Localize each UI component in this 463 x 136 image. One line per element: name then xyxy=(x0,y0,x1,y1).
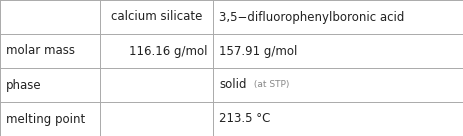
Text: 3,5−difluorophenylboronic acid: 3,5−difluorophenylboronic acid xyxy=(219,10,404,24)
Text: phase: phase xyxy=(6,78,41,92)
Text: 116.16 g/mol: 116.16 g/mol xyxy=(129,44,207,58)
Text: (at STP): (at STP) xyxy=(250,81,288,89)
Text: calcium silicate: calcium silicate xyxy=(111,10,202,24)
Text: solid: solid xyxy=(219,78,246,92)
Text: 213.5 °C: 213.5 °C xyxy=(219,112,270,126)
Text: molar mass: molar mass xyxy=(6,44,75,58)
Text: 157.91 g/mol: 157.91 g/mol xyxy=(219,44,297,58)
Text: melting point: melting point xyxy=(6,112,85,126)
